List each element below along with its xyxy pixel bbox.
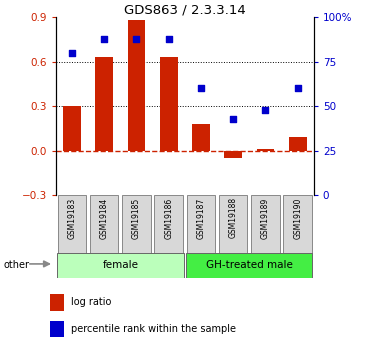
Bar [289,137,306,150]
Text: log ratio: log ratio [71,297,111,307]
Bar [50,321,64,337]
Bar [251,195,280,254]
Bar [160,57,177,150]
Bar [187,195,215,254]
Point [166,36,172,41]
Point [262,107,268,112]
Bar [224,150,242,158]
Text: female: female [102,260,138,270]
Bar [90,195,118,254]
Text: GSM19190: GSM19190 [293,197,302,239]
Title: GDS863 / 2.3.3.14: GDS863 / 2.3.3.14 [124,3,246,16]
Bar [192,124,210,150]
Bar [154,195,183,254]
Bar [186,253,313,278]
Point [69,50,75,56]
Text: GSM19185: GSM19185 [132,197,141,238]
Text: GSM19184: GSM19184 [100,197,109,238]
Bar [283,195,312,254]
Bar [256,149,274,150]
Text: GH-treated male: GH-treated male [206,260,293,270]
Bar [122,195,151,254]
Text: GSM19186: GSM19186 [164,197,173,238]
Bar [57,253,184,278]
Text: other: other [4,260,30,269]
Bar [63,106,81,150]
Bar [219,195,247,254]
Text: GSM19189: GSM19189 [261,197,270,238]
Text: GSM19183: GSM19183 [67,197,77,238]
Text: GSM19187: GSM19187 [196,197,206,238]
Point [198,86,204,91]
Text: GSM19188: GSM19188 [229,197,238,238]
Point [295,86,301,91]
Point [133,36,139,41]
Bar [58,195,86,254]
Bar [95,57,113,150]
Text: percentile rank within the sample: percentile rank within the sample [71,324,236,334]
Bar [50,294,64,310]
Point [230,116,236,121]
Bar [127,20,145,150]
Point [101,36,107,41]
